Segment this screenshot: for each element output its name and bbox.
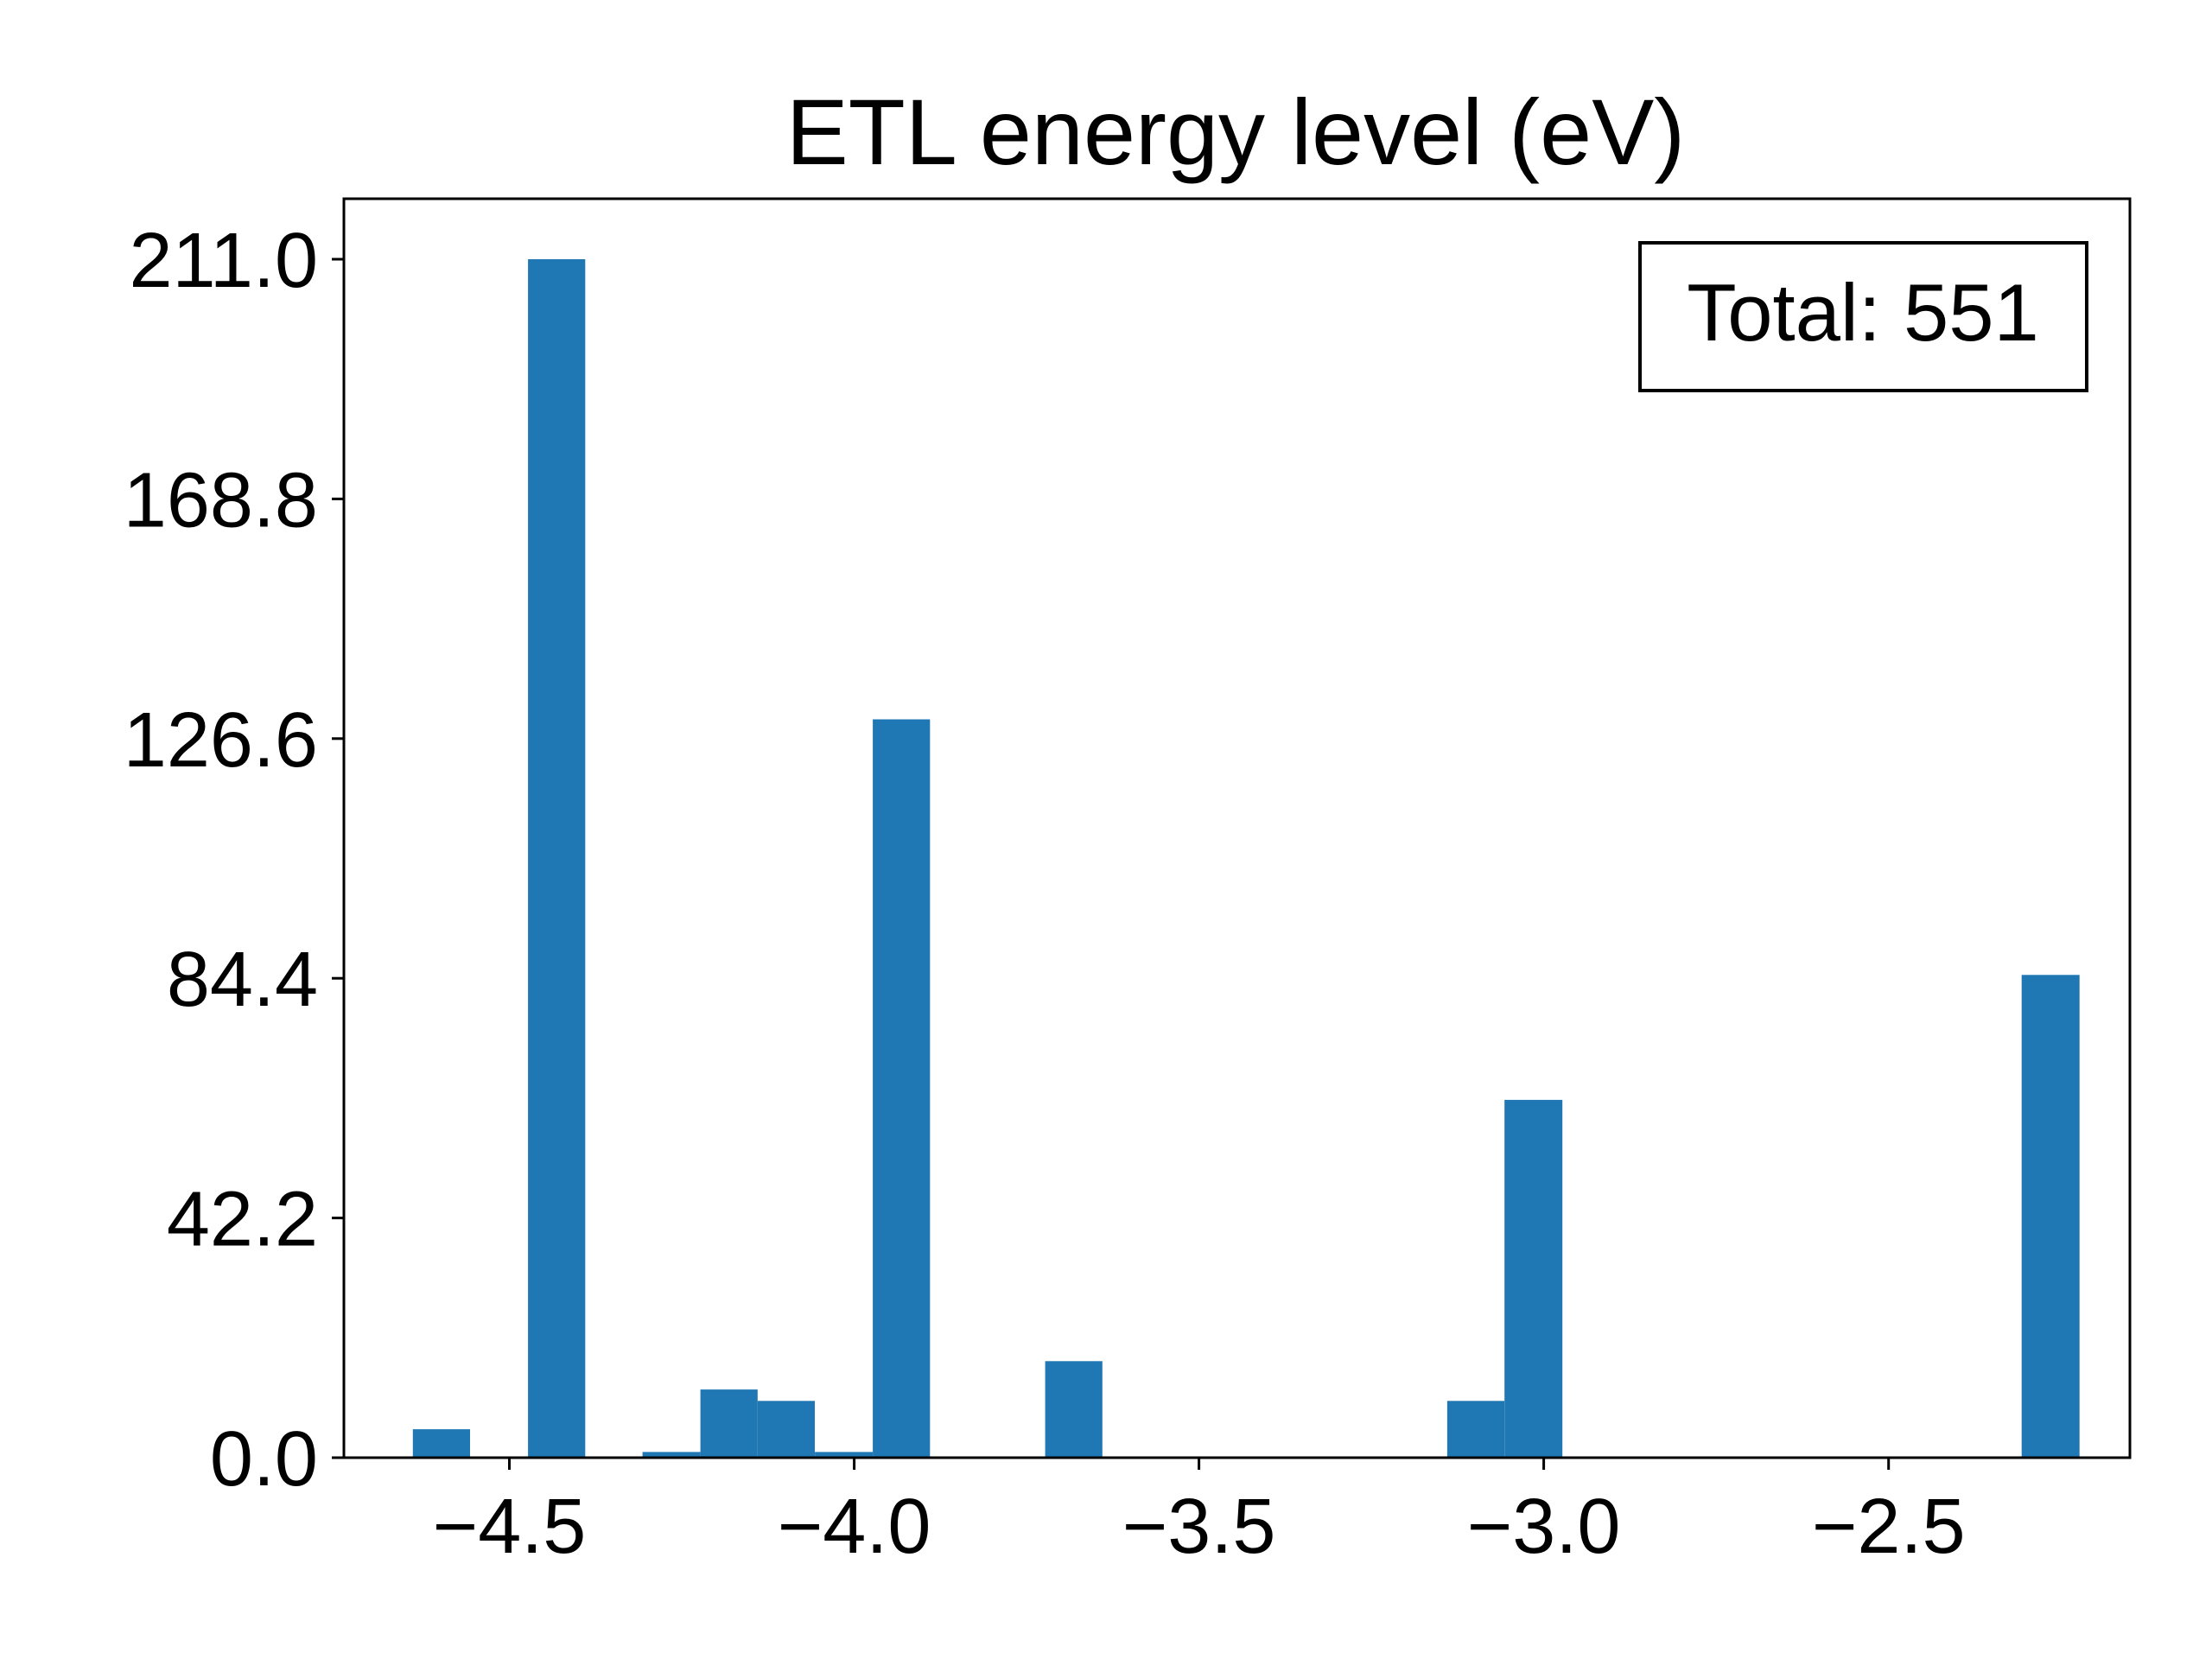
x-tick-label: −3.5 (1122, 1484, 1276, 1570)
total-annotation-text: Total: 551 (1687, 267, 2039, 358)
x-tick-label: −2.5 (1812, 1484, 1966, 1570)
total-annotation: Total: 551 (1638, 241, 2088, 392)
x-axis: −4.5 −4.0 −3.5 −3.0 −2.5 (433, 1458, 1966, 1570)
histogram-bar (1504, 1099, 1563, 1458)
x-tick-label: −4.5 (433, 1484, 587, 1570)
histogram-bar (528, 259, 586, 1458)
bars-layer (412, 259, 2080, 1458)
total-annotation-border (1638, 241, 2088, 392)
histogram-bar (412, 1429, 470, 1458)
y-tick-label: 0.0 (210, 1416, 318, 1503)
chart-title: ETL energy level (eV) (786, 79, 1685, 184)
histogram-bar (815, 1452, 874, 1458)
histogram-bar (1045, 1361, 1103, 1458)
histogram-bar (2021, 975, 2080, 1458)
y-tick-label: 211.0 (129, 218, 318, 304)
histogram-bar (757, 1401, 815, 1458)
y-tick-label: 126.6 (124, 697, 318, 784)
histogram-bar (642, 1452, 701, 1458)
histogram-bar (873, 719, 931, 1458)
y-tick-label: 168.8 (124, 457, 318, 543)
y-axis: 0.0 42.2 84.4 126.6 168.8 211.0 (124, 218, 344, 1503)
x-tick-label: −3.0 (1467, 1484, 1621, 1570)
x-tick-label: −4.0 (778, 1484, 931, 1570)
histogram-bar (700, 1389, 758, 1458)
plot-area-frame (342, 197, 2132, 1459)
y-tick-label: 42.2 (167, 1177, 318, 1263)
histogram-bar (1446, 1401, 1505, 1458)
y-tick-label: 84.4 (167, 937, 318, 1023)
